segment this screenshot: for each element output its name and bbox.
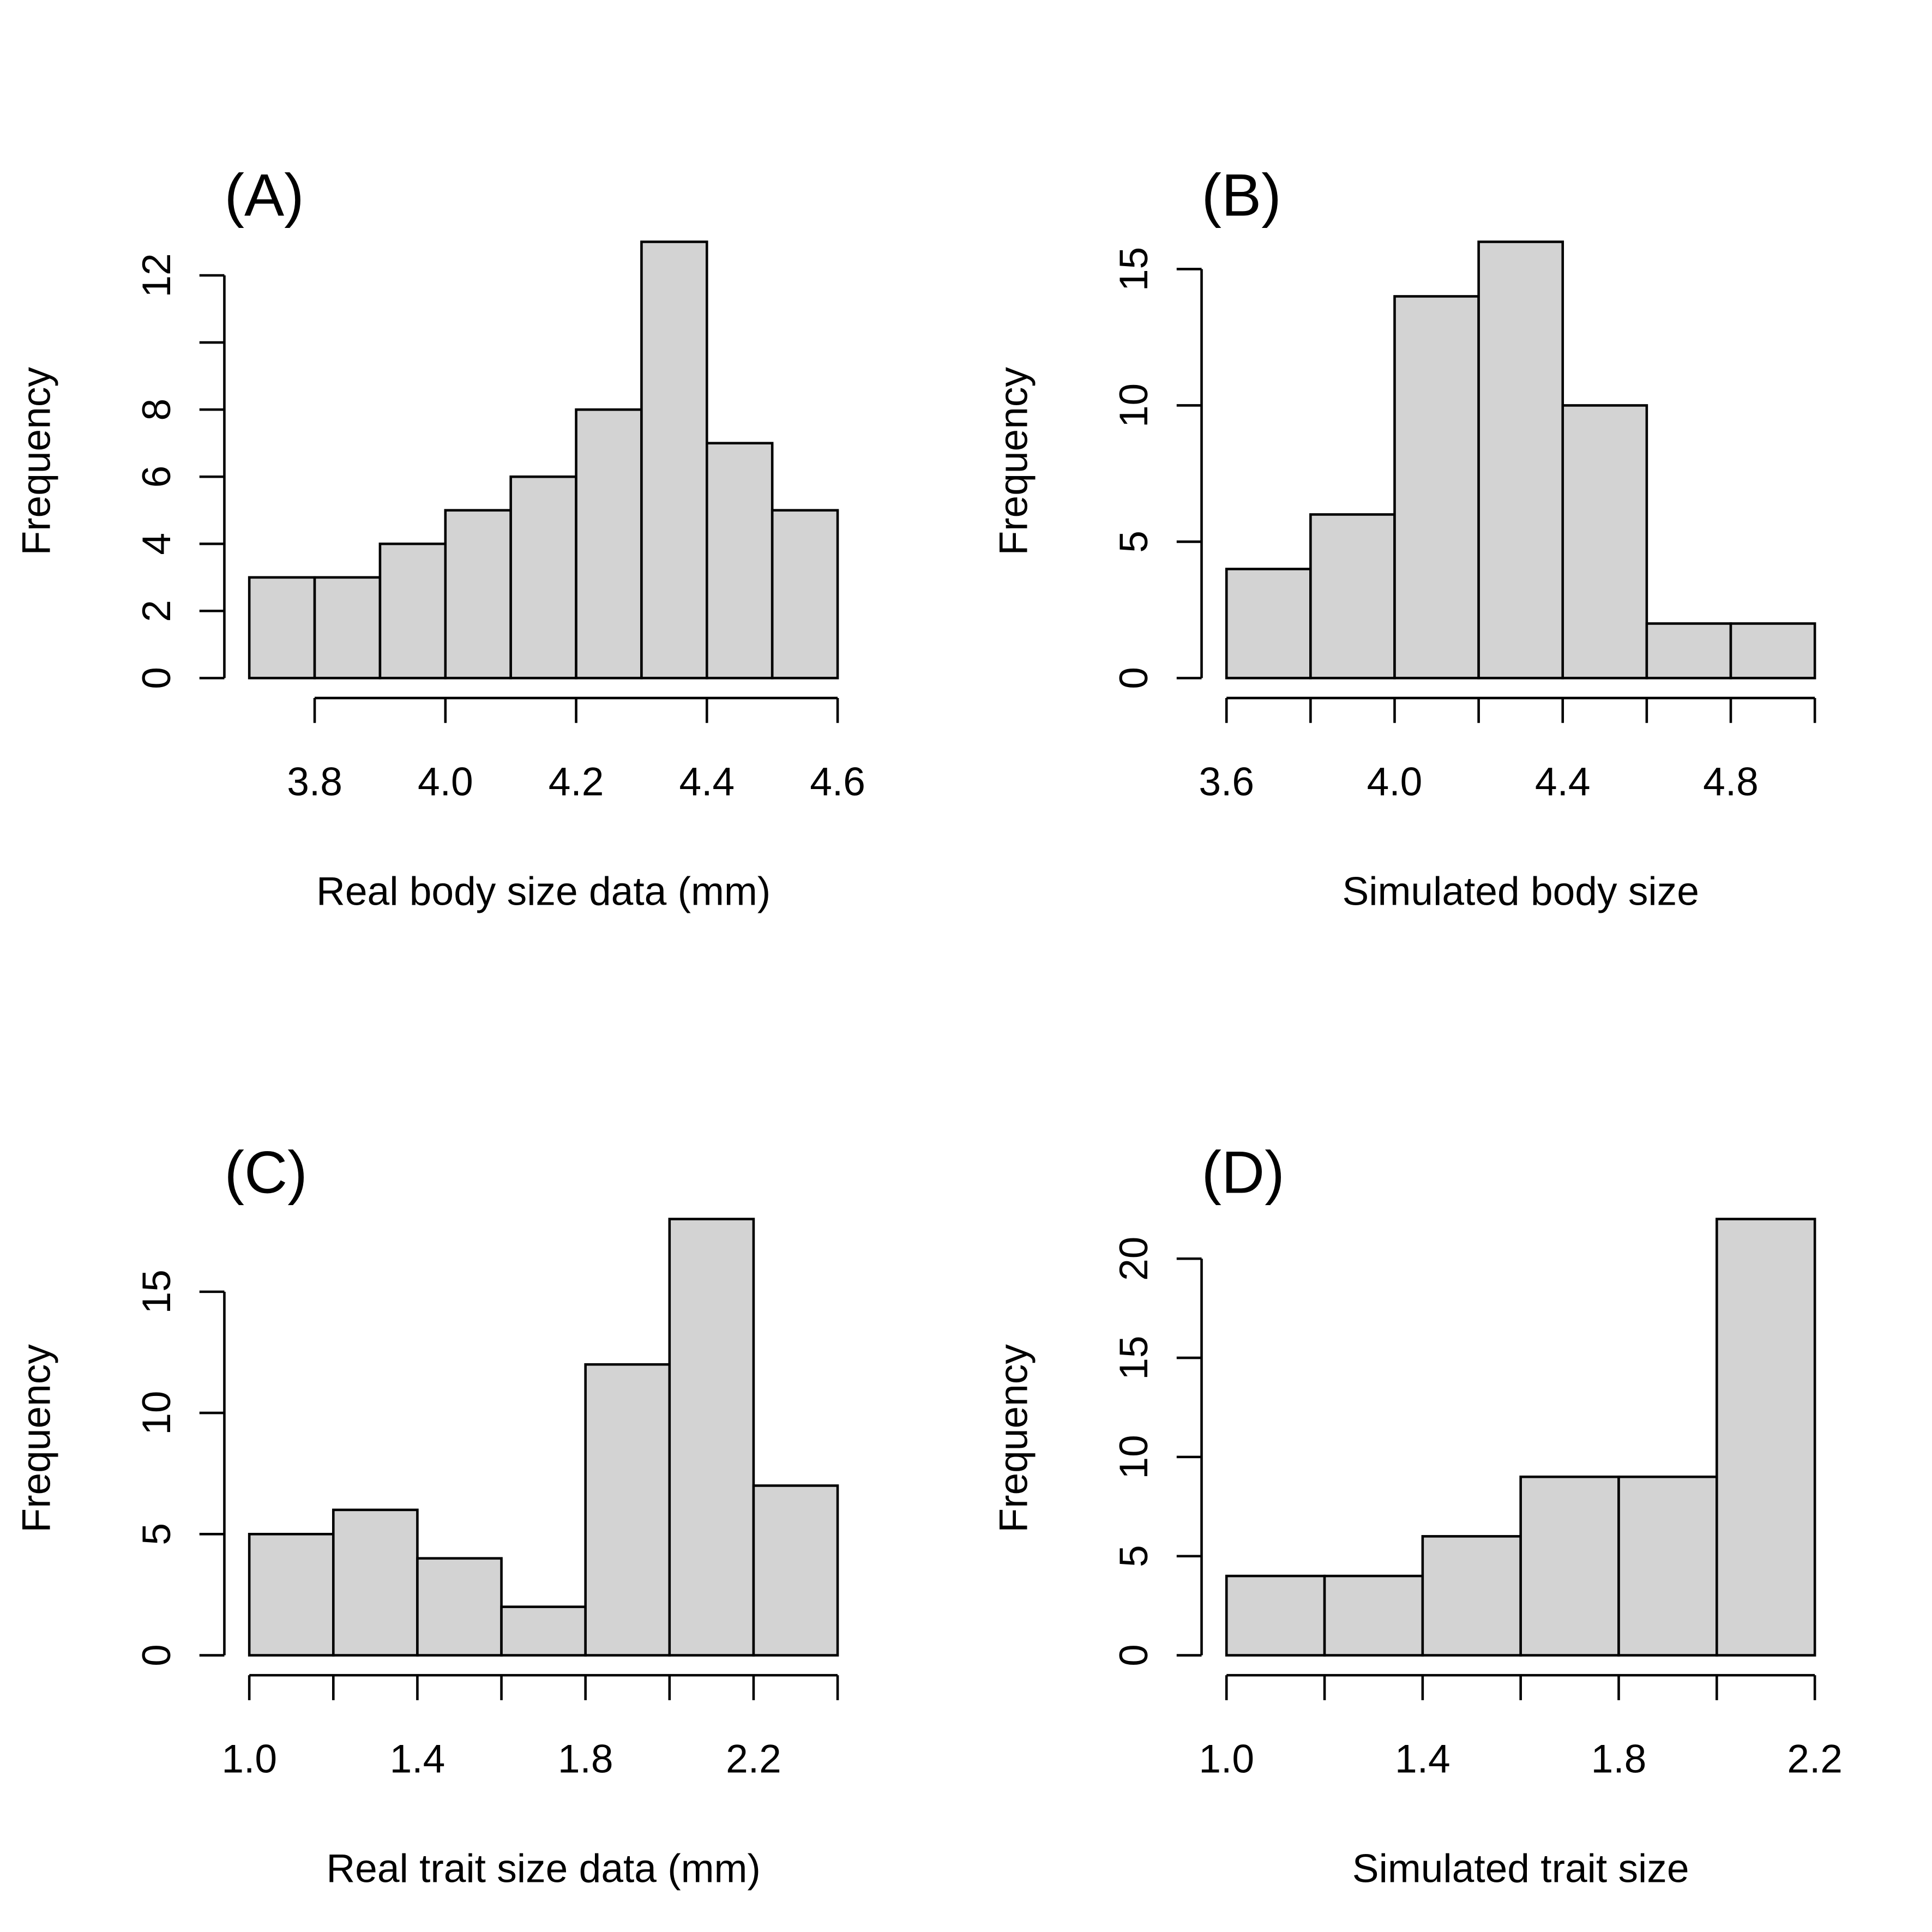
y-tick-label: 20 (1112, 1237, 1156, 1281)
bar (1225, 568, 1312, 679)
bar (313, 576, 382, 679)
x-tick-label: 4.0 (418, 760, 473, 804)
x-tick-label: 4.6 (810, 760, 865, 804)
y-tick-label: 0 (135, 667, 179, 689)
y-tick-label: 0 (135, 1644, 179, 1666)
bar (1716, 1218, 1816, 1657)
x-tick-label: 1.8 (558, 1737, 613, 1781)
bar (1617, 1475, 1718, 1657)
bar (1561, 404, 1648, 679)
y-tick-label: 5 (1112, 1545, 1156, 1567)
panel-label: (C) (224, 1140, 307, 1206)
bar (378, 543, 447, 679)
x-tick-label: 4.4 (1535, 760, 1591, 804)
bar (584, 1363, 671, 1657)
bar (1477, 240, 1564, 679)
bar (332, 1508, 419, 1657)
bar (248, 1533, 335, 1657)
y-tick-label: 0 (1112, 1644, 1156, 1666)
x-tick-label: 3.8 (287, 760, 342, 804)
x-tick-label: 4.2 (549, 760, 604, 804)
y-tick-label: 0 (1112, 667, 1156, 689)
x-tick-label: 1.0 (221, 1737, 277, 1781)
bar (1645, 622, 1732, 679)
x-tick-label: 4.0 (1367, 760, 1423, 804)
x-tick-label: 4.8 (1703, 760, 1759, 804)
x-axis-label: Real body size data (mm) (316, 869, 771, 913)
bar (752, 1484, 839, 1657)
y-tick-label: 8 (135, 399, 179, 421)
bar (1225, 1574, 1326, 1657)
y-tick-label: 10 (1112, 383, 1156, 428)
bar (640, 240, 708, 679)
bar (1393, 295, 1480, 679)
y-tick-label: 15 (135, 1269, 179, 1314)
y-axis-label: Frequency (992, 1344, 1036, 1533)
y-axis-label: Frequency (992, 367, 1036, 556)
y-axis-label: Frequency (14, 367, 58, 556)
bar (248, 576, 316, 679)
x-axis-label: Simulated trait size (1352, 1847, 1689, 1891)
y-tick-label: 15 (1112, 247, 1156, 291)
panel-label: (A) (224, 162, 304, 228)
x-tick-label: 4.4 (679, 760, 735, 804)
y-axis-label: Frequency (14, 1344, 58, 1533)
x-axis-label: Real trait size data (mm) (326, 1847, 760, 1891)
bar (444, 509, 512, 679)
bar (1519, 1475, 1620, 1657)
x-tick-label: 1.4 (1395, 1737, 1450, 1781)
y-tick-label: 4 (135, 533, 179, 555)
panel-label: (B) (1202, 162, 1281, 228)
y-tick-label: 5 (1112, 531, 1156, 553)
bar (1729, 622, 1816, 679)
x-tick-label: 1.8 (1591, 1737, 1647, 1781)
x-tick-label: 2.2 (726, 1737, 781, 1781)
bar (416, 1557, 503, 1657)
x-tick-label: 1.0 (1199, 1737, 1254, 1781)
x-tick-label: 1.4 (390, 1737, 446, 1781)
y-tick-label: 15 (1112, 1335, 1156, 1380)
x-tick-label: 2.2 (1787, 1737, 1843, 1781)
y-tick-label: 2 (135, 600, 179, 622)
bar (668, 1218, 755, 1657)
bar (1309, 513, 1396, 679)
x-tick-label: 3.6 (1199, 760, 1254, 804)
bar (1421, 1535, 1522, 1657)
bar (706, 442, 774, 679)
bar (575, 408, 643, 679)
x-axis-label: Simulated body size (1342, 869, 1699, 913)
y-tick-label: 10 (135, 1391, 179, 1435)
bar (500, 1605, 587, 1657)
y-tick-label: 5 (135, 1523, 179, 1545)
y-tick-label: 12 (135, 253, 179, 297)
bar (509, 475, 577, 679)
bar (1323, 1574, 1424, 1657)
panel-label: (D) (1202, 1140, 1285, 1206)
y-tick-label: 10 (1112, 1435, 1156, 1479)
bar (771, 509, 839, 679)
y-tick-label: 6 (135, 466, 179, 488)
